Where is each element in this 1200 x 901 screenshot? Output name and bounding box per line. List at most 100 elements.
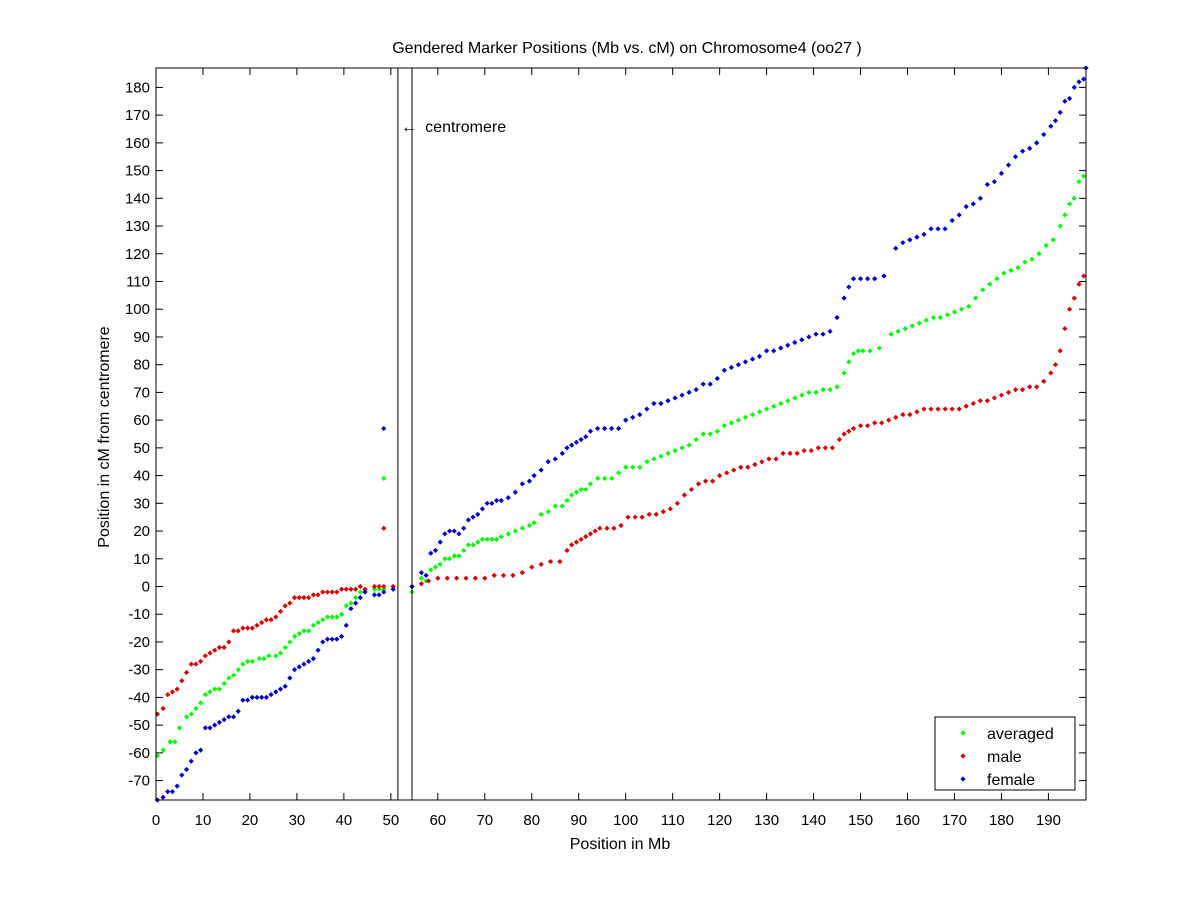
male-point	[216, 644, 223, 651]
averaged-point	[261, 655, 267, 662]
male-point	[491, 572, 497, 579]
averaged-point	[442, 556, 448, 562]
averaged-point	[418, 575, 424, 581]
averaged-point	[338, 611, 345, 617]
averaged-point	[1001, 270, 1007, 276]
female-point	[207, 725, 213, 731]
y-tick-label: -30	[128, 662, 150, 679]
male-point	[717, 472, 723, 479]
averaged-point	[235, 667, 241, 673]
male-point	[268, 617, 274, 623]
averaged-point	[951, 309, 958, 315]
x-tick-label: 20	[242, 812, 259, 829]
x-axis-label: Position in Mb	[570, 836, 671, 853]
female-point	[841, 295, 847, 301]
averaged-point	[334, 614, 340, 620]
female-point	[785, 342, 791, 348]
averaged-point	[850, 350, 857, 357]
male-point	[1066, 306, 1073, 312]
female-point	[735, 362, 742, 368]
female-point	[1048, 123, 1054, 129]
male-point	[249, 625, 255, 631]
male-point	[573, 539, 579, 545]
female-point	[465, 517, 471, 523]
chart-title: Gendered Marker Positions (Mb vs. cM) on…	[392, 40, 862, 57]
female-point	[721, 367, 727, 373]
female-point	[742, 359, 749, 365]
female-point	[942, 226, 948, 232]
female-point	[291, 667, 298, 673]
averaged-point	[519, 525, 525, 531]
male-point	[547, 558, 554, 565]
averaged-point	[273, 653, 279, 659]
y-tick-label: 40	[133, 468, 150, 485]
y-tick-label: 60	[133, 412, 150, 429]
male-point	[500, 572, 507, 579]
x-tick-label: 100	[613, 812, 638, 829]
female-point	[282, 683, 288, 689]
female-point	[470, 514, 476, 520]
averaged-point	[451, 553, 457, 559]
averaged-point	[310, 622, 316, 628]
x-tick-label: 50	[383, 812, 400, 829]
male-point	[1071, 295, 1077, 301]
female-point	[564, 445, 570, 451]
female-point	[1005, 162, 1012, 168]
female-point	[693, 387, 699, 393]
female-point	[320, 639, 326, 645]
averaged-point	[742, 414, 749, 420]
averaged-point	[188, 711, 194, 717]
averaged-point	[923, 317, 929, 323]
averaged-point	[498, 533, 504, 540]
averaged-point	[609, 475, 615, 481]
x-tick-label: 160	[895, 812, 920, 829]
averaged-point	[564, 497, 570, 504]
y-tick-label: 30	[133, 495, 150, 512]
male-point	[1027, 384, 1033, 390]
female-point	[277, 686, 284, 692]
averaged-point	[291, 633, 298, 640]
male-point	[174, 686, 180, 692]
female-point	[700, 381, 706, 387]
female-point	[475, 511, 481, 518]
averaged-point	[207, 689, 213, 695]
male-point	[667, 506, 673, 512]
averaged-point	[461, 547, 467, 554]
averaged-point	[902, 326, 908, 332]
female-point	[949, 217, 955, 224]
y-tick-label: -70	[128, 773, 150, 790]
female-point	[672, 395, 678, 401]
female-point	[893, 245, 899, 251]
averaged-point	[167, 739, 173, 745]
male-point	[244, 625, 251, 631]
y-tick-label: -10	[128, 606, 150, 623]
female-point	[806, 334, 812, 340]
female-point	[1027, 145, 1033, 152]
female-point	[263, 694, 269, 701]
male-point	[343, 586, 349, 592]
female-point	[792, 339, 798, 346]
female-point	[479, 506, 486, 512]
male-point	[444, 575, 450, 581]
centromere-lines	[397, 68, 413, 800]
female-point	[498, 497, 504, 504]
female-point	[526, 478, 533, 484]
male-point	[886, 417, 892, 423]
female-point	[244, 697, 251, 703]
female-point	[315, 647, 321, 653]
female-point	[338, 633, 345, 640]
female-point	[446, 528, 453, 534]
averaged-point	[895, 328, 901, 335]
y-tick-label: 140	[125, 190, 150, 207]
x-tick-label: 80	[523, 812, 540, 829]
y-tick-label: 180	[125, 79, 150, 96]
averaged-point	[277, 650, 284, 656]
male-point	[766, 456, 772, 462]
averaged-point	[594, 475, 601, 481]
female-point	[183, 766, 190, 773]
averaged-point	[569, 492, 575, 498]
female-point	[573, 439, 579, 445]
female-point	[587, 428, 594, 434]
y-tick-label: 50	[133, 440, 150, 457]
x-tick-label: 40	[336, 812, 353, 829]
